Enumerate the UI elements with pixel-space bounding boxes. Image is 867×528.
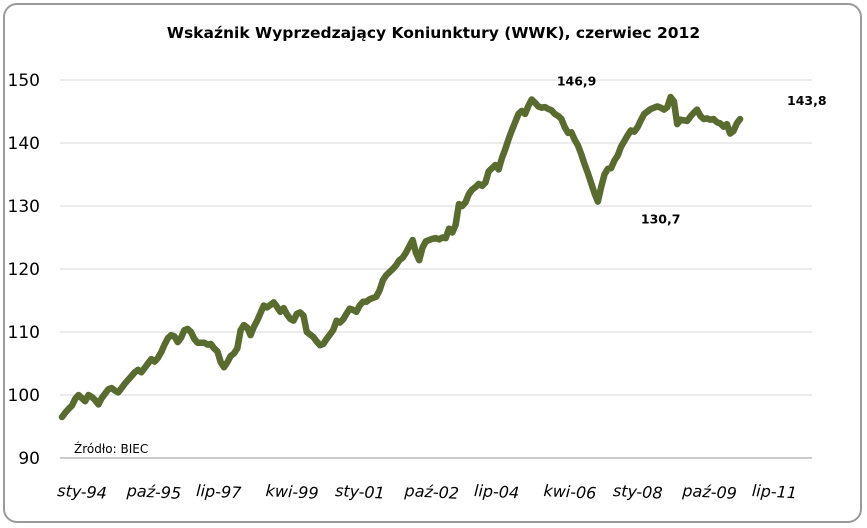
annotation-label: 146,9 — [557, 74, 597, 89]
y-axis-ticks: 90 100 110 120 130 140 150 — [8, 71, 40, 469]
x-tick-label: lip-04 — [474, 481, 520, 502]
y-tick-label: 90 — [18, 449, 40, 469]
x-tick-label: lip-11 — [751, 481, 797, 502]
x-tick-label: paź-95 — [125, 481, 181, 503]
y-tick-label: 150 — [8, 71, 40, 91]
x-tick-label: paź-02 — [403, 481, 459, 503]
x-tick-label: sty-94 — [57, 481, 108, 503]
x-tick-label: sty-08 — [612, 481, 663, 503]
gridlines — [60, 79, 812, 459]
x-tick-label: kwi-99 — [265, 481, 319, 503]
y-tick-label: 100 — [8, 386, 40, 406]
series-line — [58, 93, 744, 421]
x-tick-label: sty-01 — [335, 481, 386, 503]
source-note: Źródło: BIEC — [74, 441, 148, 456]
y-tick-label: 130 — [8, 197, 40, 217]
annotation-label: 143,8 — [787, 93, 827, 108]
x-tick-label: kwi-06 — [543, 481, 597, 503]
y-tick-label: 110 — [8, 323, 40, 343]
y-tick-label: 140 — [8, 134, 40, 154]
chart-title: Wskaźnik Wyprzedzający Koniunktury (WWK)… — [166, 24, 701, 42]
y-tick-label: 120 — [8, 260, 40, 280]
x-axis-ticks: sty-94 paź-95 lip-97 kwi-99 sty-01 paź-02 lip-… — [57, 481, 798, 503]
data-annotations: 146,9 130,7 143,8 — [557, 74, 827, 227]
x-tick-label: lip-97 — [196, 481, 243, 502]
x-tick-label: paź-09 — [681, 481, 737, 503]
annotation-label: 130,7 — [641, 212, 681, 227]
chart-frame — [3, 3, 862, 523]
